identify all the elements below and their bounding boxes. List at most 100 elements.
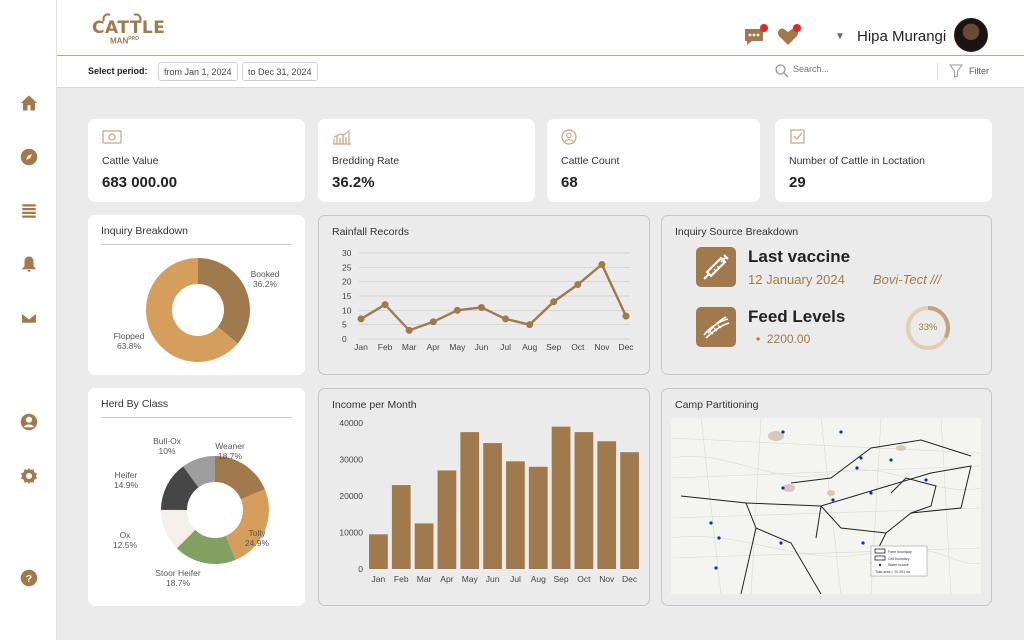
x-tick-label: Oct xyxy=(571,342,585,352)
x-tick-label: Jan xyxy=(354,342,368,352)
x-tick-label: Jul xyxy=(510,574,521,584)
vaccine-title: Last vaccine xyxy=(748,247,851,266)
data-point[interactable] xyxy=(526,321,534,329)
x-tick-label: May xyxy=(449,342,466,352)
bar[interactable] xyxy=(597,441,617,569)
bar[interactable] xyxy=(574,432,594,569)
chat-icon[interactable] xyxy=(744,24,768,47)
feed-icon xyxy=(696,307,736,347)
x-tick-label: Aug xyxy=(522,342,537,352)
bar[interactable] xyxy=(551,426,571,569)
bar[interactable] xyxy=(528,466,548,569)
panel-title: Herd By Class xyxy=(101,398,169,410)
slice-name: Weaner xyxy=(215,441,245,451)
camp-map[interactable]: Farm boundary Cell boundary Water source… xyxy=(671,418,981,594)
svg-text:?: ? xyxy=(26,573,32,585)
bell-icon[interactable] xyxy=(18,253,40,275)
slice-value: 14.9% xyxy=(113,480,139,490)
slice-weaner[interactable] xyxy=(215,456,265,500)
inquiry-pie-chart xyxy=(146,258,251,362)
y-tick-label: 25 xyxy=(342,262,352,272)
x-tick-label: Mar xyxy=(417,574,432,584)
compass-icon[interactable] xyxy=(18,146,40,168)
x-tick-label: Oct xyxy=(577,574,591,584)
bar[interactable] xyxy=(437,470,457,569)
vaccine-brand: Bovi-Tect /// xyxy=(873,272,942,287)
stat-label: Cattle Value xyxy=(102,155,159,167)
search-input[interactable] xyxy=(793,64,923,74)
x-tick-label: Dec xyxy=(618,342,634,352)
slice-stoor-heifer[interactable] xyxy=(176,529,236,564)
bar[interactable] xyxy=(369,534,388,569)
slice-value: 18.7% xyxy=(217,451,243,461)
header: CATTLE MANPRO ▼ Hipa Murangi xyxy=(57,0,1024,56)
bar[interactable] xyxy=(460,432,480,569)
bar-chart-icon xyxy=(333,129,351,145)
x-tick-label: Aug xyxy=(531,574,546,584)
slice-tolly[interactable] xyxy=(225,489,269,560)
data-point[interactable] xyxy=(429,318,437,326)
ring-fill xyxy=(927,306,950,339)
camp-map-image: Farm boundary Cell boundary Water source… xyxy=(671,418,981,594)
slice-value: 18.7% xyxy=(165,578,191,588)
y-tick-label: 20000 xyxy=(339,491,363,501)
data-point[interactable] xyxy=(622,312,630,320)
x-tick-label: Feb xyxy=(394,574,409,584)
data-point[interactable] xyxy=(453,306,461,314)
home-icon[interactable] xyxy=(18,92,40,114)
data-point[interactable] xyxy=(357,315,365,323)
date-to-button[interactable]: to Dec 31, 2024 xyxy=(242,62,318,81)
user-name[interactable]: Hipa Murangi xyxy=(857,28,947,45)
filter-button[interactable]: Filter xyxy=(969,66,989,76)
data-point[interactable] xyxy=(550,298,558,306)
x-tick-label: Apr xyxy=(427,342,440,352)
slice-ox[interactable] xyxy=(161,509,196,549)
avatar[interactable] xyxy=(954,18,988,52)
heart-icon[interactable] xyxy=(777,24,801,47)
stat-card-cattle-in-location: Number of Cattle in Loctation 29 xyxy=(775,119,992,202)
bar[interactable] xyxy=(414,523,434,569)
divider xyxy=(101,244,292,245)
slice-label-tolly: Tolly 24.9% xyxy=(234,528,280,548)
slice-bull-ox[interactable] xyxy=(183,456,215,488)
y-tick-label: 20 xyxy=(342,277,352,287)
feed-amount: • 2200.00 xyxy=(756,332,811,346)
bar[interactable] xyxy=(483,443,502,569)
slice-value: 10% xyxy=(158,446,176,456)
x-tick-label: Sep xyxy=(546,342,561,352)
logo-sub-text: MAN xyxy=(110,36,129,46)
mail-icon[interactable] xyxy=(18,307,40,329)
slice-flopped[interactable] xyxy=(146,258,238,362)
x-tick-label: Jul xyxy=(500,342,511,352)
bar[interactable] xyxy=(620,452,639,569)
period-label: Select period: xyxy=(88,66,148,76)
help-icon[interactable]: ? xyxy=(18,567,40,589)
data-point[interactable] xyxy=(477,303,485,311)
data-point[interactable] xyxy=(502,315,510,323)
chevron-down-icon[interactable]: ▼ xyxy=(835,31,845,42)
date-from-button[interactable]: from Jan 1, 2024 xyxy=(158,62,238,81)
stat-label: Cattle Count xyxy=(561,155,620,167)
list-icon[interactable] xyxy=(18,200,40,222)
panel-title: Inquiry Source Breakdown xyxy=(675,226,799,238)
logo-text: CATTLE xyxy=(92,18,166,38)
feed-progress-ring xyxy=(906,306,950,350)
x-tick-label: Dec xyxy=(622,574,638,584)
slice-value: 12.5% xyxy=(112,540,138,550)
gear-icon[interactable] xyxy=(18,465,40,487)
bar[interactable] xyxy=(506,461,525,569)
data-point[interactable] xyxy=(381,301,389,309)
user-icon[interactable] xyxy=(18,411,40,433)
logo[interactable]: CATTLE MANPRO xyxy=(92,12,165,46)
data-point[interactable] xyxy=(598,260,606,268)
slice-heifer[interactable] xyxy=(161,466,199,510)
data-point[interactable] xyxy=(405,326,413,334)
slice-name: Flopped xyxy=(113,331,145,341)
data-point[interactable] xyxy=(574,281,582,289)
horns-icon xyxy=(102,13,142,22)
slice-booked[interactable] xyxy=(198,258,251,344)
stat-card-cattle-count: Cattle Count 68 xyxy=(547,119,760,202)
bar[interactable] xyxy=(391,485,411,569)
x-tick-label: Jun xyxy=(475,342,489,352)
filter-icon[interactable] xyxy=(949,64,963,78)
